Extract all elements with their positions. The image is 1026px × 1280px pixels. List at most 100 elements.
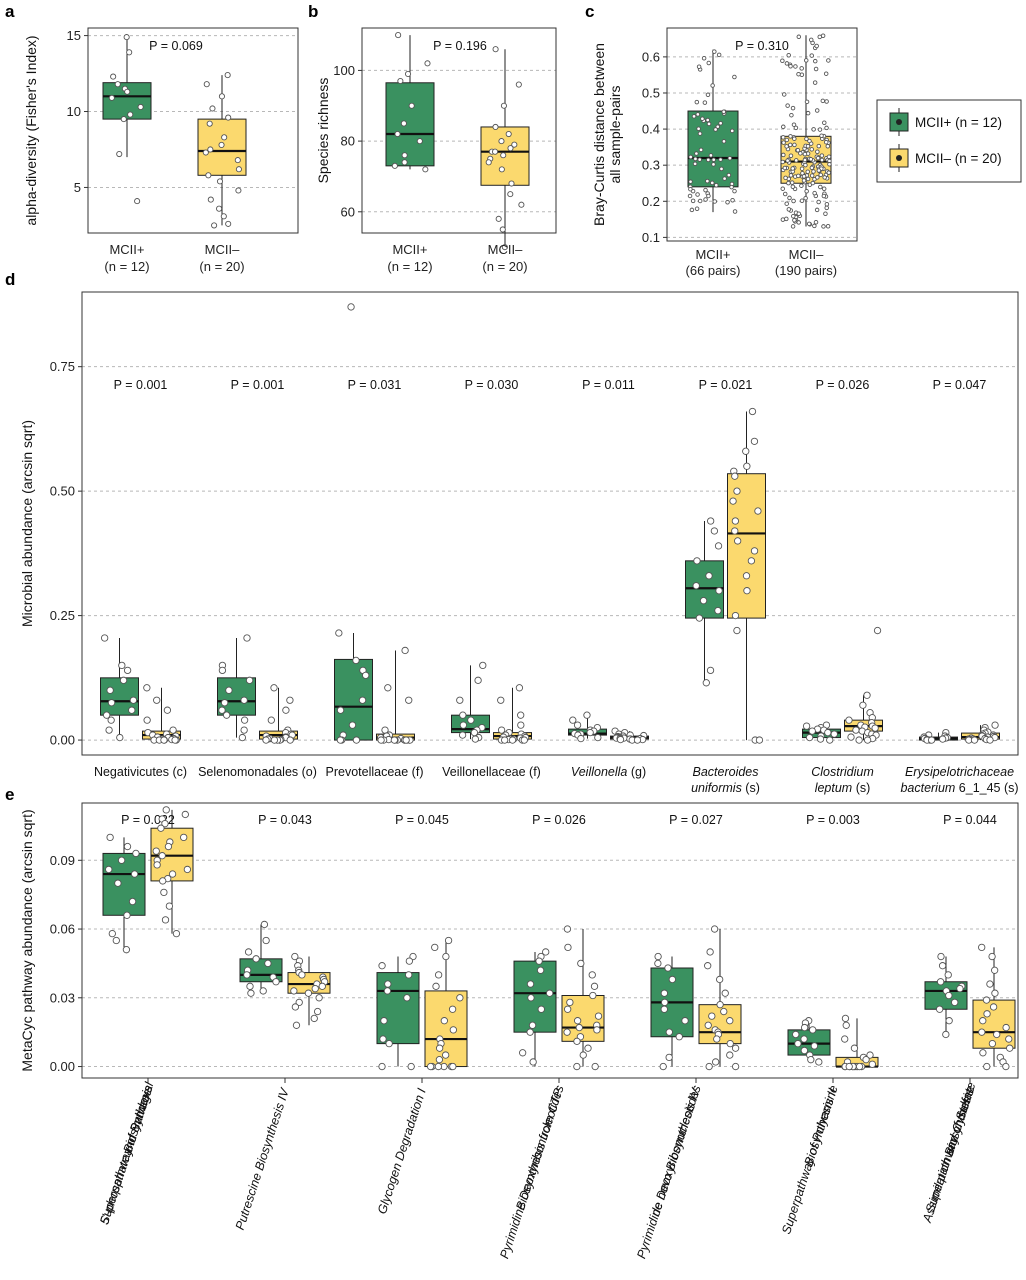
data-point: [169, 726, 177, 734]
data-point: [440, 1017, 448, 1025]
x-category-label-line: and Salvage: [120, 1087, 155, 1157]
data-point: [702, 679, 710, 687]
data-point: [692, 582, 700, 590]
data-point: [492, 46, 499, 53]
data-point: [126, 49, 133, 56]
data-point: [286, 736, 294, 744]
data-point: [664, 964, 672, 972]
data-point: [993, 1030, 1001, 1039]
data-point: [718, 121, 723, 126]
plot-frame: [666, 27, 858, 242]
data-point: [105, 726, 113, 734]
data-point: [573, 1037, 581, 1045]
data-point: [128, 706, 136, 714]
panel-letter: d: [5, 270, 15, 289]
data-point: [211, 222, 218, 229]
data-point: [681, 1017, 689, 1025]
data-point: [225, 686, 233, 694]
data-point: [586, 728, 594, 737]
x-tick-label: (66 pairs): [686, 263, 741, 278]
data-point: [809, 1026, 817, 1034]
panel-e: 0.00 0.03 0.06 0.09 e MetaCyc pathway abundan…: [5, 785, 1019, 1260]
data-point: [742, 447, 750, 455]
data-point: [152, 847, 160, 855]
data-point: [434, 971, 443, 979]
data-point: [508, 736, 517, 744]
panel-letter: e: [5, 785, 14, 804]
data-point: [705, 1062, 713, 1071]
data-point: [817, 127, 823, 132]
data-point: [991, 989, 999, 997]
data-point: [654, 952, 662, 961]
data-point: [160, 888, 168, 897]
x-category-label: Veillonella (g): [571, 765, 646, 779]
x-category-label: Bacteroides: [692, 765, 758, 779]
data-point: [806, 221, 812, 227]
x-category-label-text: Negativicutes (c): [94, 765, 187, 779]
data-point: [122, 946, 131, 954]
data-point: [819, 153, 825, 158]
data-point: [335, 629, 343, 637]
data-point: [117, 856, 126, 864]
data-point: [705, 572, 713, 580]
data-point: [781, 124, 786, 130]
data-point: [799, 198, 805, 204]
y-tick-label: 0.3: [642, 158, 660, 173]
data-point: [944, 971, 952, 979]
data-point: [240, 696, 248, 704]
data-point: [448, 1005, 457, 1013]
data-point: [507, 191, 514, 198]
p-value: P = 0.044: [943, 813, 997, 827]
p-value: P = 0.026: [816, 378, 870, 392]
data-point: [805, 144, 811, 149]
y-tick-label: 80: [341, 134, 355, 149]
data-point: [722, 176, 727, 181]
data-point: [814, 43, 819, 49]
data-point: [800, 1035, 808, 1043]
data-point: [821, 224, 826, 229]
data-point: [711, 162, 716, 167]
data-point: [216, 178, 224, 185]
data-point: [938, 962, 947, 970]
data-point: [311, 984, 319, 993]
data-point: [780, 135, 786, 140]
data-point: [292, 1021, 301, 1029]
data-point: [282, 706, 290, 714]
data-point: [526, 1028, 534, 1036]
data-point: [732, 74, 737, 80]
data-point: [804, 189, 809, 194]
data-point: [435, 1056, 444, 1064]
data-point: [732, 209, 738, 214]
data-point: [526, 980, 535, 988]
data-point: [424, 60, 431, 67]
data-point: [128, 897, 137, 906]
data-point: [123, 842, 132, 851]
data-point: [591, 1062, 599, 1071]
x-tick-label: MCII–: [205, 242, 240, 257]
data-point: [702, 100, 708, 105]
data-point: [220, 213, 227, 220]
data-point: [979, 1017, 987, 1025]
data-point: [129, 696, 138, 704]
x-category-label-line2: bacterium 6_1_45 (s): [900, 781, 1018, 795]
x-category-label-suffix: (g): [627, 765, 646, 779]
data-point: [945, 1017, 953, 1025]
y-tick-label: 5: [74, 180, 81, 195]
data-point: [988, 952, 996, 961]
data-point: [566, 998, 574, 1007]
data-point: [716, 975, 724, 984]
data-point: [755, 736, 764, 744]
legend-label: MCII+ (n = 12): [915, 115, 1002, 130]
data-point: [991, 966, 999, 974]
data-point: [799, 183, 804, 188]
data-point: [505, 130, 512, 138]
data-point: [809, 173, 815, 178]
data-point: [298, 971, 306, 979]
data-point: [713, 1035, 721, 1043]
data-point: [811, 127, 816, 132]
data-point: [936, 978, 945, 986]
data-point: [545, 989, 554, 997]
data-point: [873, 626, 882, 635]
data-point: [743, 587, 751, 595]
data-point: [942, 1030, 950, 1039]
